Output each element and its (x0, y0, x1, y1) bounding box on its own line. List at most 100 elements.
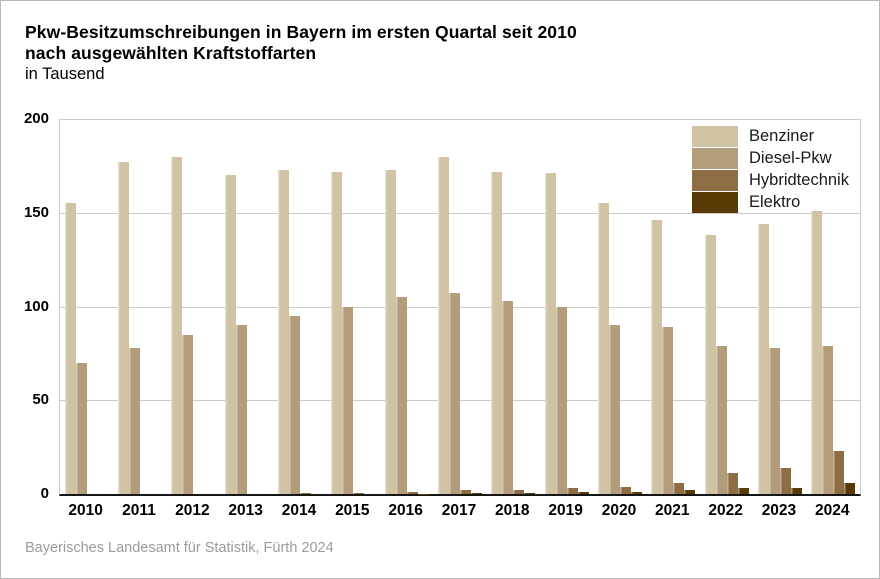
bar-hybridtechnik-2021 (673, 482, 685, 494)
bar-diesel-pkw-2013 (235, 325, 247, 494)
x-tick-label-2011: 2011 (122, 502, 156, 519)
bar-benziner-2016 (384, 169, 396, 494)
legend: Benziner Diesel-Pkw Hybridtechnik Elektro (692, 126, 849, 214)
bar-group-2013 (220, 119, 273, 494)
bar-elektro-2019 (577, 492, 589, 494)
bar-group-2010 (60, 119, 113, 494)
y-tick-label-200: 200 (23, 110, 49, 127)
bar-benziner-2011 (117, 162, 129, 494)
bar-benziner-2012 (171, 156, 183, 494)
source-text: Bayerisches Landesamt für Statistik, Für… (25, 540, 334, 556)
bar-benziner-2024 (811, 210, 823, 494)
gridlines-layer (60, 119, 860, 494)
x-tick-label-2024: 2024 (815, 502, 850, 519)
bar-group-2014 (273, 119, 326, 494)
legend-label-benziner: Benziner (749, 127, 815, 145)
bar-elektro-2022 (737, 488, 749, 494)
legend-row-hybridtechnik: Hybridtechnik (692, 170, 849, 191)
bar-group-2016 (380, 119, 433, 494)
bar-elektro-2017 (470, 493, 482, 494)
bar-diesel-pkw-2014 (288, 315, 300, 494)
y-tick-label-100: 100 (23, 297, 49, 315)
gridline-200 (60, 119, 860, 120)
x-tick-label-2020: 2020 (601, 502, 637, 519)
bar-group-2017 (433, 119, 486, 494)
x-tick-label-2021: 2021 (655, 502, 690, 519)
y-axis-ticks: 0 50 100 150 200 (1, 110, 49, 502)
bar-diesel-pkw-2020 (608, 325, 620, 494)
bar-diesel-pkw-2023 (768, 347, 780, 494)
bar-benziner-2018 (491, 171, 503, 494)
gridline-50 (60, 400, 860, 402)
x-tick-label-2014: 2014 (281, 502, 317, 519)
legend-swatch-hybridtechnik (692, 170, 738, 191)
bar-elektro-2023 (790, 488, 802, 494)
y-tick-label-150: 150 (23, 203, 49, 221)
bar-elektro-2024 (844, 482, 856, 494)
bar-group-2019 (540, 119, 593, 494)
bar-benziner-2021 (651, 220, 663, 494)
bar-benziner-2010 (64, 203, 76, 494)
bar-group-2024 (807, 119, 860, 494)
bar-hybridtechnik-2022 (726, 473, 738, 494)
legend-row-diesel-pkw: Diesel-Pkw (692, 148, 849, 169)
legend-swatch-elektro (692, 192, 738, 213)
x-tick-label-2013: 2013 (228, 502, 263, 519)
bar-group-2011 (113, 119, 166, 494)
bar-diesel-pkw-2011 (128, 347, 140, 494)
bar-diesel-pkw-2012 (182, 334, 194, 494)
legend-swatch-benziner (692, 126, 738, 147)
bar-group-2018 (487, 119, 540, 494)
bar-benziner-2020 (597, 203, 609, 494)
bar-hybridtechnik-2017 (459, 490, 471, 494)
bar-diesel-pkw-2010 (75, 362, 87, 494)
bar-elektro-2021 (684, 490, 696, 494)
y-tick-label-50: 50 (32, 391, 49, 409)
bar-hybridtechnik-2014 (299, 493, 311, 494)
bar-benziner-2015 (331, 171, 343, 494)
legend-row-benziner: Benziner (692, 126, 849, 147)
bar-hybridtechnik-2019 (566, 488, 578, 494)
legend-swatch-diesel-pkw (692, 148, 738, 169)
legend-row-elektro: Elektro (692, 192, 849, 213)
plot-area: Benziner Diesel-Pkw Hybridtechnik Elektro (59, 119, 861, 496)
bar-diesel-pkw-2021 (662, 327, 674, 494)
bar-diesel-pkw-2018 (502, 300, 514, 494)
x-tick-label-2010: 2010 (68, 502, 103, 519)
bar-diesel-pkw-2016 (395, 297, 407, 494)
bar-benziner-2023 (757, 224, 769, 494)
x-axis-labels: 2010 2011 2012 2013 2014 2015 2016 2017 2018 2019… (59, 502, 859, 520)
x-tick-label-2022: 2022 (708, 502, 743, 519)
bar-benziner-2014 (277, 169, 289, 494)
bar-elektro-2018 (524, 493, 536, 494)
page-title-line1: Pkw-Besitzumschreibungen in Bayern im er… (25, 22, 577, 42)
bar-hybridtechnik-2020 (619, 486, 631, 494)
bar-benziner-2019 (544, 173, 556, 494)
bar-hybridtechnik-2015 (353, 493, 365, 494)
bar-diesel-pkw-2015 (342, 306, 354, 494)
x-tick-label-2015: 2015 (335, 502, 370, 519)
bar-benziner-2013 (224, 175, 236, 494)
x-tick-label-2019: 2019 (548, 502, 583, 519)
bar-diesel-pkw-2017 (448, 293, 460, 494)
title-block: Pkw-Besitzumschreibungen in Bayern im er… (25, 22, 577, 85)
gridline-150 (60, 212, 860, 214)
bar-diesel-pkw-2019 (555, 306, 567, 494)
x-tick-label-2018: 2018 (495, 502, 530, 519)
bar-group-2021 (647, 119, 700, 494)
legend-label-elektro: Elektro (749, 193, 801, 211)
bar-benziner-2017 (437, 156, 449, 494)
bar-elektro-2020 (630, 492, 642, 494)
bar-group-2015 (327, 119, 380, 494)
legend-label-diesel-pkw: Diesel-Pkw (749, 149, 832, 167)
bar-group-2023 (753, 119, 806, 494)
y-tick-label-0: 0 (40, 485, 49, 502)
x-tick-label-2012: 2012 (175, 502, 210, 519)
page-title-line2: nach ausgewählten Kraftstoffarten (25, 43, 317, 63)
x-tick-label-2017: 2017 (441, 502, 477, 519)
bar-hybridtechnik-2018 (513, 490, 525, 494)
bar-diesel-pkw-2024 (822, 345, 834, 494)
x-tick-label-2023: 2023 (761, 502, 797, 519)
gridline-100 (60, 306, 860, 308)
